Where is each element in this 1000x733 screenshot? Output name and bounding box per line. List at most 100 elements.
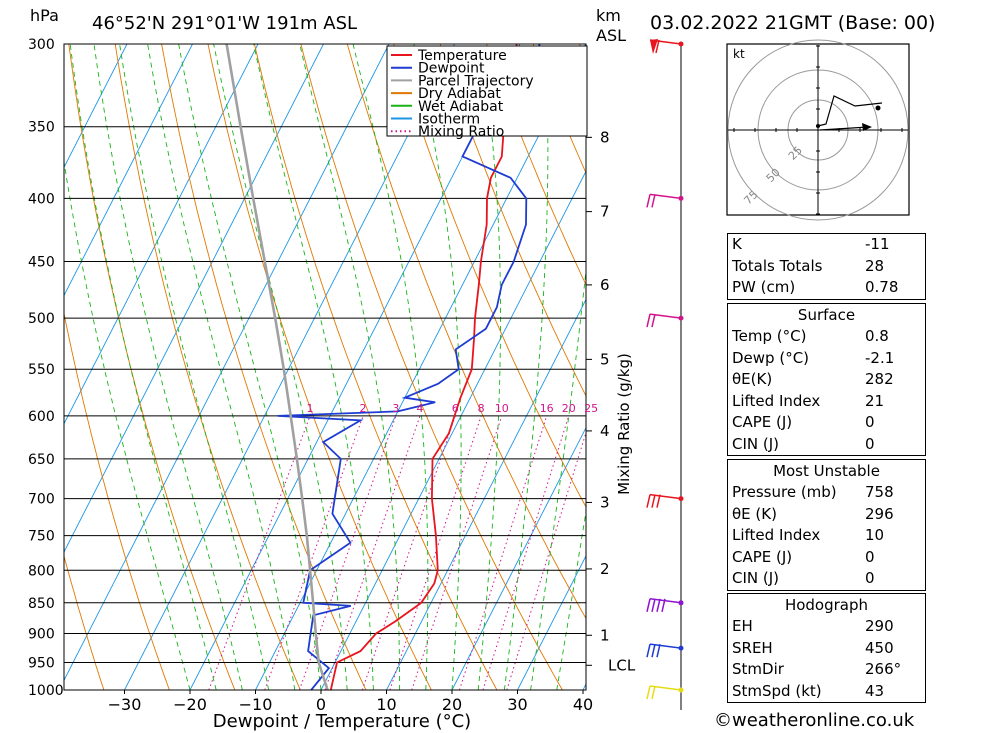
dewpoint-line bbox=[277, 44, 541, 690]
barb-feather bbox=[651, 685, 656, 700]
legend-label: Dry Adiabat bbox=[418, 86, 501, 102]
index-label: CAPE (J) bbox=[732, 413, 793, 431]
mixing-ratio-line bbox=[389, 415, 482, 690]
barb-feather bbox=[646, 494, 651, 508]
surface-row: CIN (J) 0 bbox=[728, 434, 925, 456]
barb-feather bbox=[656, 598, 661, 612]
index-value: 266° bbox=[865, 660, 902, 678]
wet-adiabat-line bbox=[477, 44, 501, 690]
index-label: EH bbox=[732, 617, 753, 635]
pressure-unit-label: hPa bbox=[30, 6, 59, 25]
wind-barb bbox=[646, 598, 684, 612]
mixing-ratio-label: 8 bbox=[478, 402, 485, 415]
hodo-row: StmDir 266° bbox=[728, 659, 925, 681]
mu-row: CIN (J) 0 bbox=[728, 568, 925, 590]
wet-adiabat-line bbox=[147, 44, 296, 690]
index-label: CIN (J) bbox=[732, 569, 780, 587]
mixing-ratio-label: 25 bbox=[584, 402, 598, 415]
temperature-line bbox=[329, 44, 518, 690]
wet-adiabat-line bbox=[530, 266, 586, 690]
index-value: 0 bbox=[865, 547, 875, 566]
x-tick-label: −10 bbox=[239, 695, 273, 714]
legend-label: Mixing Ratio bbox=[418, 124, 504, 140]
x-tick-label: 30 bbox=[507, 695, 527, 714]
mixing-ratio-line bbox=[506, 431, 586, 690]
hodo-row: StmSpd (kt) 43 bbox=[728, 681, 925, 703]
km-tick-label: LCL bbox=[608, 656, 636, 674]
wet-adiabat-line bbox=[556, 509, 586, 690]
index-label: Dewp (°C) bbox=[732, 348, 810, 367]
km-tick-label: 2 bbox=[600, 560, 610, 578]
pressure-tick-label: 950 bbox=[28, 655, 55, 671]
index-value: 10 bbox=[865, 526, 885, 544]
mu-row: Pressure (mb) 758 bbox=[728, 482, 925, 504]
dry-adiabat-line bbox=[951, 44, 1000, 690]
dry-adiabat-line bbox=[393, 44, 586, 508]
wind-barb bbox=[646, 493, 684, 508]
index-value: 0 bbox=[865, 569, 875, 587]
hodograph-unit: kt bbox=[733, 47, 745, 61]
hodograph-trace bbox=[817, 95, 883, 127]
most-unstable-panel: Most Unstable Pressure (mb) 758 θE (K) 296… bbox=[727, 459, 926, 591]
index-value: -11 bbox=[865, 235, 890, 253]
barb-pennant bbox=[650, 39, 658, 54]
hodograph-indices-panel: Hodograph EH 290 SREH 450 StmDir 266° StmSp… bbox=[727, 593, 926, 703]
wet-adiabat-line bbox=[413, 44, 462, 690]
mixing-ratio-line bbox=[459, 415, 548, 690]
dry-adiabat-line bbox=[486, 44, 586, 286]
index-label: Pressure (mb) bbox=[732, 483, 837, 501]
storm-motion-arrowhead bbox=[862, 123, 872, 131]
barb-feather bbox=[656, 494, 661, 508]
pressure-tick-label: 650 bbox=[28, 452, 55, 468]
index-label: SREH bbox=[732, 638, 773, 657]
surface-row: θE(K) 282 bbox=[728, 369, 925, 391]
legend-box bbox=[386, 45, 588, 137]
x-tick-label: 40 bbox=[573, 695, 593, 714]
pressure-tick-label: 500 bbox=[28, 311, 55, 327]
footer-credit[interactable]: ©weatheronline.co.uk bbox=[714, 710, 915, 731]
index-label: StmSpd (kt) bbox=[732, 681, 822, 700]
isotherm-line bbox=[64, 44, 259, 425]
pressure-tick-label: 1000 bbox=[28, 683, 64, 699]
mixing-ratio-label: 10 bbox=[495, 402, 509, 415]
index-label: K bbox=[732, 235, 742, 253]
index-value: 21 bbox=[865, 391, 885, 410]
index-label: PW (cm) bbox=[732, 278, 796, 296]
barb-feather bbox=[655, 39, 660, 54]
index-value: 28 bbox=[865, 256, 885, 275]
pressure-tick-label: 400 bbox=[28, 191, 55, 207]
pressure-tick-label: 750 bbox=[28, 529, 55, 545]
pressure-tick-label: 900 bbox=[28, 626, 55, 642]
barb-feather bbox=[651, 313, 656, 328]
most-unstable-title: Most Unstable bbox=[773, 462, 880, 480]
index-label: Temp (°C) bbox=[732, 327, 807, 345]
x-tick-label: −20 bbox=[173, 695, 207, 714]
mixing-ratio-label: 1 bbox=[307, 402, 314, 415]
surface-row: CAPE (J) 0 bbox=[728, 412, 925, 434]
index-value: 758 bbox=[865, 483, 894, 501]
wet-adiabat-line bbox=[213, 44, 348, 690]
pressure-tick-label: 350 bbox=[28, 120, 55, 136]
index-value: 43 bbox=[865, 681, 885, 700]
index-value: 0.8 bbox=[865, 327, 889, 345]
barb-feather bbox=[656, 644, 661, 658]
barb-feather bbox=[646, 194, 651, 208]
x-tick-label: 20 bbox=[442, 695, 462, 714]
mixing-ratio-line bbox=[208, 415, 311, 690]
km-tick-label: 5 bbox=[600, 350, 610, 368]
datetime-title: 03.02.2022 21GMT (Base: 00) bbox=[650, 12, 935, 34]
dry-adiabat-line bbox=[64, 554, 105, 690]
mixing-ratio-label: 2 bbox=[360, 402, 367, 415]
hodograph-start-dot bbox=[816, 124, 820, 128]
mixing-ratio-axis-title: Mixing Ratio (g/kg) bbox=[615, 353, 633, 495]
x-tick-label: 10 bbox=[376, 695, 396, 714]
barb-feather bbox=[651, 598, 656, 612]
km-tick-label: 6 bbox=[600, 276, 610, 294]
x-tick-label: 0 bbox=[316, 695, 326, 714]
index-label: CAPE (J) bbox=[732, 547, 793, 566]
km-tick-label: 3 bbox=[600, 493, 610, 511]
index-label: StmDir bbox=[732, 660, 784, 678]
index-value: 0.78 bbox=[865, 278, 899, 296]
hodo-row: EH 290 bbox=[728, 616, 925, 638]
